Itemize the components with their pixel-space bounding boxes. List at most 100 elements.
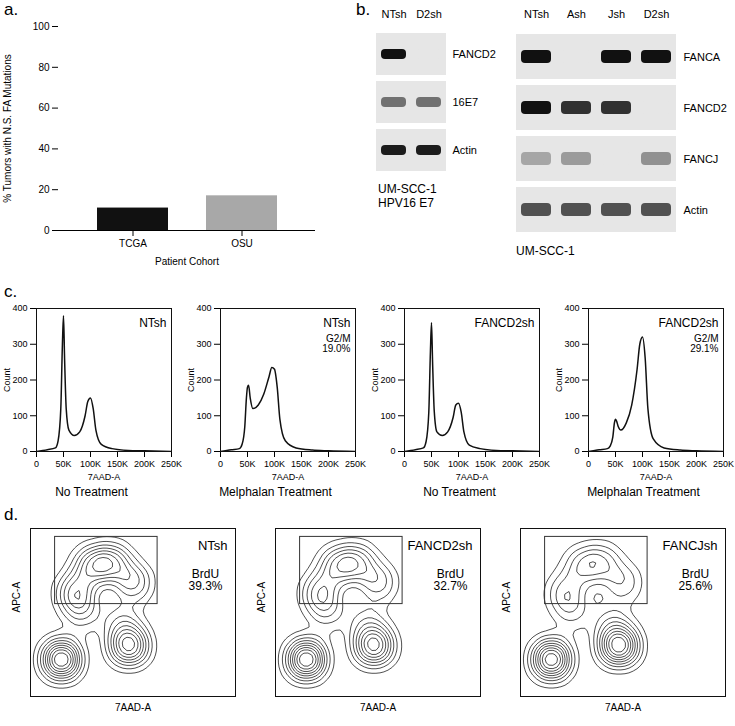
svg-text:Actin: Actin [453, 144, 477, 156]
svg-text:Actin: Actin [684, 204, 708, 216]
svg-text:300: 300 [380, 339, 395, 349]
svg-text:400: 400 [196, 303, 211, 313]
svg-text:200K: 200K [134, 459, 155, 469]
svg-text:60: 60 [38, 102, 50, 113]
svg-text:400: 400 [12, 303, 27, 313]
svg-text:300: 300 [12, 339, 27, 349]
svg-text:100K: 100K [632, 459, 653, 469]
svg-text:% Tumors with N.S. FA Mutation: % Tumors with N.S. FA Mutations [2, 54, 13, 202]
svg-text:100K: 100K [448, 459, 469, 469]
svg-text:150K: 150K [659, 459, 680, 469]
svg-text:50K: 50K [55, 459, 71, 469]
svg-text:Count: Count [2, 368, 12, 393]
svg-text:250K: 250K [161, 459, 182, 469]
svg-text:Patient Cohort: Patient Cohort [155, 256, 219, 267]
svg-text:200: 200 [12, 375, 27, 385]
svg-text:NTsh: NTsh [139, 316, 166, 330]
svg-text:0: 0 [206, 446, 211, 456]
html-text:d.: d. [4, 505, 19, 524]
svg-text:40: 40 [38, 143, 50, 154]
svg-text:300: 300 [196, 339, 211, 349]
svg-text:100: 100 [12, 411, 27, 421]
html-text:a.: a. [4, 0, 19, 19]
svg-text:100K: 100K [80, 459, 101, 469]
svg-text:7AAD-A: 7AAD-A [640, 472, 673, 482]
html-text:c.: c. [4, 282, 18, 301]
svg-text:7AAD-A: 7AAD-A [456, 472, 489, 482]
svg-text:FANCD2sh: FANCD2sh [407, 538, 472, 553]
svg-text:200: 200 [564, 375, 579, 385]
svg-text:200K: 200K [686, 459, 707, 469]
svg-text:NTsh: NTsh [381, 8, 406, 20]
svg-text:250K: 250K [713, 459, 734, 469]
svg-text:0: 0 [574, 446, 579, 456]
svg-text:100: 100 [33, 21, 50, 32]
svg-text:G2/M19.0%: G2/M19.0% [322, 333, 350, 354]
svg-text:80: 80 [38, 62, 50, 73]
svg-text:FANCA: FANCA [684, 51, 721, 63]
svg-text:Count: Count [370, 368, 380, 393]
svg-text:0: 0 [44, 225, 50, 236]
svg-text:200K: 200K [318, 459, 339, 469]
svg-text:200: 200 [196, 375, 211, 385]
svg-text:APC-A: APC-A [501, 582, 512, 613]
html-text:No Treatment: No Treatment [55, 485, 128, 499]
svg-text:7AAD-A: 7AAD-A [605, 702, 641, 713]
svg-text:0: 0 [34, 459, 39, 469]
svg-text:100: 100 [196, 411, 211, 421]
svg-text:100: 100 [564, 411, 579, 421]
html-text:UM-SCC-1: UM-SCC-1 [516, 244, 575, 258]
svg-text:NTsh: NTsh [323, 316, 350, 330]
svg-text:Jsh: Jsh [608, 8, 625, 20]
svg-text:150K: 150K [475, 459, 496, 469]
svg-text:0: 0 [218, 459, 223, 469]
svg-text:100K: 100K [264, 459, 285, 469]
svg-text:OSU: OSU [231, 238, 253, 249]
svg-text:7AAD-A: 7AAD-A [115, 702, 151, 713]
svg-text:NTsh: NTsh [198, 538, 228, 553]
svg-text:APC-A: APC-A [256, 582, 267, 613]
svg-text:7AAD-A: 7AAD-A [272, 472, 305, 482]
svg-text:BrdU25.6%: BrdU25.6% [678, 567, 712, 593]
svg-text:D2sh: D2sh [644, 8, 670, 20]
svg-text:APC-A: APC-A [11, 582, 22, 613]
svg-text:250K: 250K [345, 459, 366, 469]
html-text:b.: b. [356, 0, 371, 19]
svg-text:0: 0 [586, 459, 591, 469]
svg-text:400: 400 [380, 303, 395, 313]
svg-text:250K: 250K [529, 459, 550, 469]
svg-text:G2/M29.1%: G2/M29.1% [690, 333, 718, 354]
html-text:UM-SCC-1 HPV16 E7: UM-SCC-1 HPV16 E7 [378, 182, 437, 210]
svg-text:200K: 200K [502, 459, 523, 469]
svg-text:Count: Count [554, 368, 564, 393]
svg-text:20: 20 [38, 184, 50, 195]
svg-text:Count: Count [186, 368, 196, 393]
svg-text:50K: 50K [423, 459, 439, 469]
svg-text:0: 0 [22, 446, 27, 456]
svg-text:150K: 150K [291, 459, 312, 469]
svg-text:D2sh: D2sh [416, 8, 442, 20]
svg-text:BrdU32.7%: BrdU32.7% [433, 567, 467, 593]
svg-text:FANCJ: FANCJ [684, 153, 719, 165]
svg-text:BrdU39.3%: BrdU39.3% [188, 567, 222, 593]
svg-text:TCGA: TCGA [119, 238, 147, 249]
svg-text:0: 0 [390, 446, 395, 456]
svg-text:FANCJsh: FANCJsh [663, 538, 718, 553]
svg-text:50K: 50K [607, 459, 623, 469]
svg-text:FANCD2: FANCD2 [453, 48, 496, 60]
svg-text:FANCD2: FANCD2 [684, 102, 727, 114]
svg-text:Ash: Ash [567, 8, 586, 20]
svg-text:0: 0 [402, 459, 407, 469]
svg-text:150K: 150K [107, 459, 128, 469]
svg-text:7AAD-A: 7AAD-A [88, 472, 121, 482]
svg-text:NTsh: NTsh [524, 8, 549, 20]
svg-text:FANCD2sh: FANCD2sh [658, 316, 718, 330]
svg-text:400: 400 [564, 303, 579, 313]
svg-text:200: 200 [380, 375, 395, 385]
svg-text:16E7: 16E7 [453, 96, 479, 108]
svg-text:300: 300 [564, 339, 579, 349]
svg-text:50K: 50K [239, 459, 255, 469]
svg-text:7AAD-A: 7AAD-A [360, 702, 396, 713]
svg-text:FANCD2sh: FANCD2sh [474, 316, 534, 330]
svg-text:100: 100 [380, 411, 395, 421]
